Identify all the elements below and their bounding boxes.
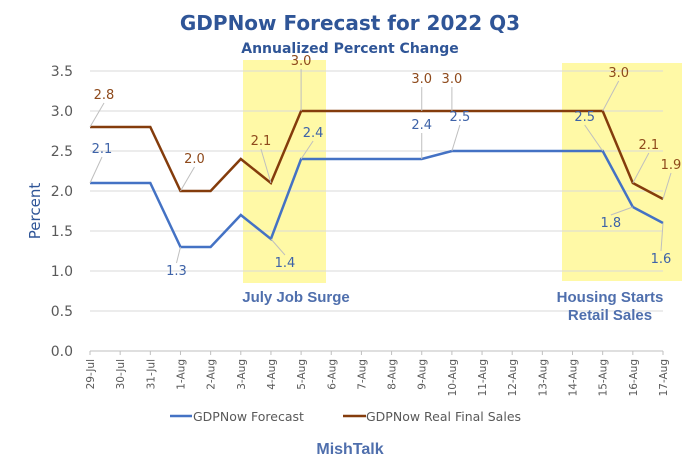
x-tick-label: 16-Aug [628,359,640,396]
data-label: 3.0 [608,66,629,81]
chart-title: GDPNow Forecast for 2022 Q3 [180,11,520,35]
x-tick-label: 13-Aug [537,359,549,396]
highlight-regions [243,60,682,283]
y-tick-label: 1.5 [51,224,73,240]
data-label-leader [300,140,314,160]
data-label-leader [660,222,664,252]
y-tick-label: 3.0 [51,104,73,120]
data-label: 3.0 [411,72,432,87]
data-label: 1.9 [661,158,682,173]
x-axis: 29-Jul 30-Jul 31-Jul 1-Aug 2-Aug 3-Aug 4-Aug 5-… [85,350,670,396]
series-line-forecast [90,149,664,249]
series-line-real-final-sales [90,109,664,201]
x-tick-label: 3-Aug [236,359,248,390]
data-label: 2.4 [303,126,324,141]
data-label-leader [89,102,105,128]
data-label-leader [270,238,286,256]
footer-source: MishTalk [316,441,383,458]
x-tick-label: 5-Aug [296,359,308,390]
highlight-annotation: July Job Surge [242,289,350,306]
y-axis-label: Percent [26,183,44,240]
x-tick-label: 31-Jul [145,359,157,389]
x-tick-label: 30-Jul [115,359,127,389]
data-labels: 2.1 1.3 1.4 2.4 2.4 2.5 2.5 1.8 1.6 2.8 2.0 2.1 3.0 3… [89,54,682,279]
y-tick-label: 1.0 [51,264,73,280]
x-tick-label: 2-Aug [206,359,218,390]
data-label-leader [180,166,195,192]
legend: GDPNow Forecast GDPNow Real Final Sales [170,409,521,424]
highlight-annotation: Retail Sales [568,307,652,324]
x-tick-label: 7-Aug [356,359,368,390]
x-tick-label: 9-Aug [417,359,429,390]
data-label: 2.5 [574,110,595,125]
data-label-leader [175,246,181,264]
x-tick-label: 17-Aug [658,359,670,396]
series-lines [90,109,664,249]
x-tick-label: 12-Aug [507,359,519,396]
data-label: 1.3 [166,264,187,279]
x-tick-label: 4-Aug [266,359,278,390]
x-tick-label: 8-Aug [387,359,399,390]
x-tick-label: 6-Aug [326,359,338,390]
x-tick-label: 1-Aug [175,359,187,390]
data-label: 2.1 [638,138,659,153]
y-tick-label: 2.5 [51,144,73,160]
data-label-leader [584,124,604,152]
data-label-leader [451,124,461,152]
y-tick-label: 0.0 [51,344,73,360]
data-label: 1.4 [275,256,296,271]
x-tick-label: 10-Aug [447,359,459,396]
data-label-leader [602,80,620,112]
data-label: 1.6 [651,252,672,267]
x-tick-label: 15-Aug [598,359,610,396]
y-tick-label: 0.5 [51,304,73,320]
data-label: 2.5 [450,110,471,125]
data-label: 2.0 [184,152,205,167]
data-label-leader [610,206,634,216]
legend-label-forecast: GDPNow Forecast [193,409,304,424]
data-label: 3.0 [442,72,463,87]
x-tick-label: 14-Aug [568,359,580,396]
y-axis-ticks: 0.0 0.5 1.0 1.5 2.0 2.5 3.0 3.5 [51,64,73,360]
data-label: 2.4 [411,118,432,133]
data-label: 3.0 [291,54,312,69]
data-label: 1.8 [600,216,621,231]
highlight-region [562,63,682,281]
highlight-annotation: Housing Starts [557,289,664,306]
data-label: 2.8 [94,88,115,103]
data-label: 2.1 [251,134,272,149]
x-tick-label: 29-Jul [85,359,97,389]
chart-subtitle: Annualized Percent Change [241,41,458,57]
data-label-leader [260,148,272,184]
legend-label-real-final-sales: GDPNow Real Final Sales [366,409,521,424]
y-tick-label: 3.5 [51,64,73,80]
data-label-leader [662,172,672,200]
y-tick-label: 2.0 [51,184,73,200]
data-label-leader [89,156,103,184]
data-label: 2.1 [92,142,113,157]
x-tick-label: 11-Aug [477,359,489,396]
data-label-leader [632,152,650,184]
